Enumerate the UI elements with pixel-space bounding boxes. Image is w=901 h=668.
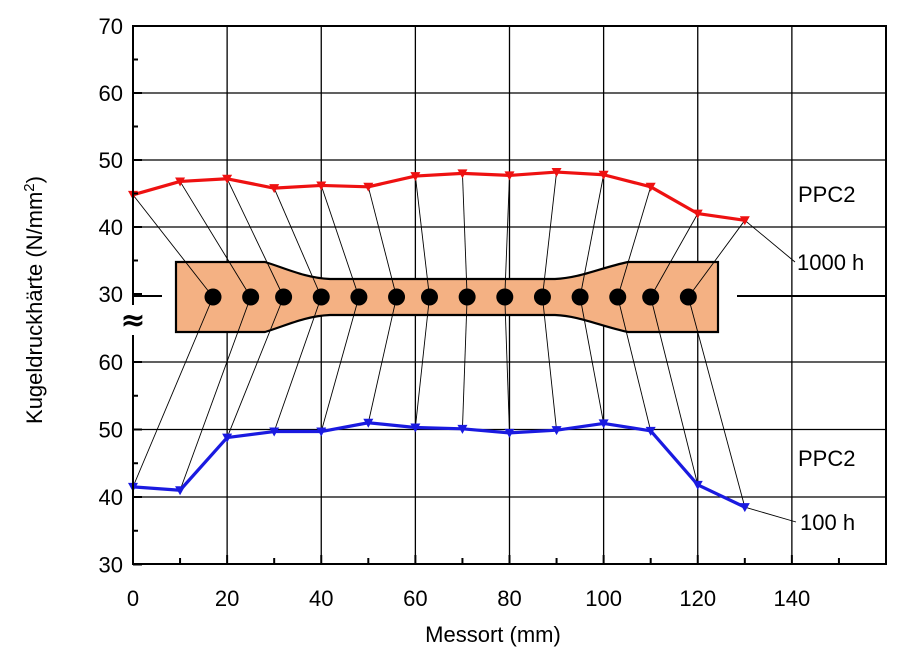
connector-lines <box>132 172 797 523</box>
y-tick-label: 70 <box>99 14 123 39</box>
data-point-lower <box>269 427 280 437</box>
axis-break-gap <box>127 305 139 335</box>
series-layer <box>128 168 750 513</box>
axes: ≈30 40 50 60 70 30 40 50 60 0 20 40 60 80 100 120 140 <box>99 14 887 611</box>
series-line-lower <box>132 421 746 509</box>
data-point-lower <box>551 426 562 436</box>
connector-line <box>414 296 430 428</box>
connector-line <box>617 186 652 298</box>
connector-line <box>414 176 430 298</box>
x-axis-title: Messort (mm) <box>425 622 561 647</box>
data-point-lower <box>363 418 374 428</box>
y-tick-label: 50 <box>99 418 123 443</box>
connector-line <box>650 296 699 485</box>
data-point-lower <box>645 426 656 436</box>
y-tick-label: 40 <box>99 485 123 510</box>
connector-line <box>650 213 699 298</box>
x-tick-label: 0 <box>127 586 139 611</box>
connector-line <box>687 220 746 298</box>
connector-line <box>461 173 468 298</box>
series-lower-name-label: PPC2 <box>798 446 855 471</box>
series-lower-time-label: 100 h <box>800 510 855 535</box>
series-upper-name-label: PPC2 <box>798 182 855 207</box>
data-point-lower <box>410 423 421 433</box>
connector-line <box>320 185 360 298</box>
data-point-lower <box>692 480 703 490</box>
leader-line-lower <box>744 506 797 523</box>
y-tick-label: 50 <box>99 148 123 173</box>
specimen-diagram <box>174 260 720 334</box>
data-point-upper <box>645 182 656 192</box>
leader-line-upper <box>744 219 796 263</box>
series-line-upper <box>132 170 746 222</box>
connector-line <box>132 296 214 488</box>
data-point-lower <box>175 486 186 496</box>
data-point-upper <box>457 169 468 179</box>
connector-line <box>461 296 468 429</box>
axis-break-symbol: ≈ <box>120 303 145 338</box>
connector-line <box>226 178 285 298</box>
connector-line <box>579 296 605 424</box>
data-point-upper <box>269 184 280 194</box>
connector-line <box>504 175 510 298</box>
y-tick-label: 60 <box>99 350 123 375</box>
connector-line <box>367 186 397 298</box>
connector-line <box>320 296 360 432</box>
data-point-lower <box>739 503 750 513</box>
connector-line <box>132 194 214 298</box>
data-point-lower <box>457 424 468 434</box>
connector-line <box>504 296 510 433</box>
connector-line <box>617 296 652 431</box>
y-tick-label: 40 <box>99 215 123 240</box>
x-tick-label: 80 <box>497 586 521 611</box>
data-point-upper <box>316 181 327 191</box>
connector-line <box>179 296 252 491</box>
x-tick-label: 100 <box>585 586 622 611</box>
connector-line <box>687 296 746 508</box>
y-axis-title: Kugeldruckhärte (N/mm2) <box>21 176 47 424</box>
connector-line <box>541 172 558 298</box>
y-tick-label: 30 <box>99 282 123 307</box>
data-point-lower <box>504 428 515 438</box>
connector-line <box>367 296 397 423</box>
y-tick-label: 60 <box>99 81 123 106</box>
data-point-upper <box>551 168 562 178</box>
y-tick-label: 30 <box>99 553 123 578</box>
x-tick-label: 120 <box>679 586 716 611</box>
data-point-upper <box>504 171 515 181</box>
connector-line <box>273 187 322 298</box>
x-tick-label: 60 <box>403 586 427 611</box>
x-tick-label: 20 <box>215 586 239 611</box>
data-point-lower <box>598 419 609 429</box>
connector-line <box>541 296 558 431</box>
data-point-upper <box>363 182 374 192</box>
series-upper-time-label: 1000 h <box>797 250 864 275</box>
data-point-upper <box>222 174 233 184</box>
data-point-upper <box>410 172 421 182</box>
data-point-upper <box>175 177 186 187</box>
specimen-shape <box>174 260 720 334</box>
connector-line <box>273 296 322 432</box>
connector-line <box>579 174 605 298</box>
connector-line <box>179 181 252 298</box>
connector-line <box>226 296 285 438</box>
x-tick-label: 40 <box>309 586 333 611</box>
data-point-lower <box>316 427 327 437</box>
data-point-upper <box>598 170 609 180</box>
data-point-upper <box>692 209 703 219</box>
data-point-upper <box>739 216 750 226</box>
x-tick-label: 140 <box>774 586 811 611</box>
data-point-lower <box>222 433 233 443</box>
